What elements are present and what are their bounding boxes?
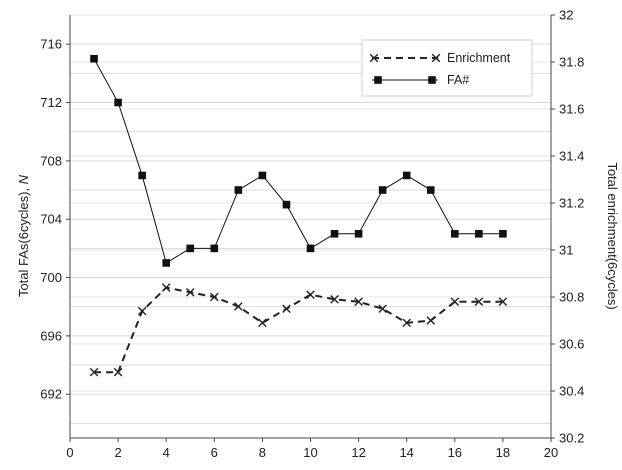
left-y-tick-label: 716 [40,37,62,52]
point-marker [378,304,387,314]
point-marker [330,295,339,304]
x-tick-label: 16 [448,445,462,460]
point-marker [306,244,315,253]
x-tick-label: 12 [351,445,365,460]
x-tick-label: 18 [496,445,510,460]
series-enrichment [89,283,508,377]
legend-entry-fa [372,76,438,84]
point-marker [282,200,291,209]
point-marker [186,244,195,253]
point-marker [234,186,243,194]
point-marker [354,297,363,306]
point-marker [402,318,411,328]
point-marker [90,54,98,63]
x-tick-label: 0 [66,445,73,460]
right-y-tick-label: 31 [559,243,573,258]
right-axis-title: Total enrichment(6cycles) [605,162,620,309]
legend-entry-enrichment [369,53,441,63]
point-marker [354,229,363,238]
point-marker [498,297,508,306]
point-marker [451,229,459,238]
point-marker [162,259,170,267]
point-marker [426,186,435,194]
series-fa- [90,54,507,267]
right-y-tick-label: 31.2 [559,196,584,211]
point-marker [258,171,267,180]
x-tick-labels: 0 2 4 6 8 10 12 14 16 18 20 [66,445,558,460]
point-marker [210,292,219,302]
x-tick-label: 10 [303,445,317,460]
x-tick-label: 2 [114,445,121,460]
right-y-tick-label: 32 [559,8,573,23]
left-y-tick-label: 696 [40,328,62,343]
right-y-tick-label: 30.8 [559,290,584,305]
point-marker [137,306,147,316]
point-marker [450,297,460,306]
left-y-tick-labels: 692 696 700 704 708 712 716 [40,37,62,402]
right-y-tick-label: 30.2 [559,431,584,446]
point-marker [402,171,411,180]
point-marker [330,229,339,238]
x-tick-label: 14 [399,445,413,460]
x-tick-label: 8 [259,445,266,460]
right-y-tick-labels: 30.2 30.4 30.6 30.8 31 31.2 31.4 31.6 31.8 32 [559,8,584,446]
legend: Enrichment FA# [361,39,533,97]
point-marker [210,244,219,253]
series-line [94,286,503,374]
right-y-tick-label: 31.8 [559,55,584,70]
right-y-tick-label: 30.6 [559,337,584,352]
legend-marker [369,53,379,63]
legend-label-enrichment: Enrichment [447,51,511,65]
x-tick-label: 6 [211,445,218,460]
point-marker [161,283,171,292]
point-marker [138,171,146,180]
point-marker [378,186,387,194]
point-marker [89,367,99,377]
left-y-tick-label: 704 [40,212,62,227]
left-y-tick-label: 708 [40,153,62,168]
legend-box [361,39,533,97]
legend-marker [374,76,382,84]
point-marker [185,288,195,297]
left-y-tick-label: 692 [40,387,62,402]
right-y-tick-label: 31.6 [559,102,584,117]
left-axis-title: Total FAs(6cycles), N [16,174,31,297]
point-marker [114,98,122,107]
right-y-tick-label: 31.4 [559,149,584,164]
point-marker [113,367,123,377]
point-marker [282,304,291,314]
x-tick-label: 20 [544,445,558,460]
legend-marker [428,76,436,84]
plot-series [89,54,508,377]
point-marker [306,290,315,299]
point-marker [234,302,243,311]
legend-label-fa: FA# [447,73,469,87]
series-line [93,58,503,264]
right-y-tick-label: 30.4 [559,384,584,399]
point-marker [474,297,484,306]
x-tick-label: 4 [163,445,170,460]
axes [66,14,555,442]
point-marker [426,316,436,325]
point-marker [258,318,267,328]
point-marker [475,229,483,238]
legend-marker [431,53,441,63]
left-y-tick-label: 712 [40,95,62,110]
left-y-tick-label: 700 [40,270,62,285]
point-marker [499,229,507,238]
